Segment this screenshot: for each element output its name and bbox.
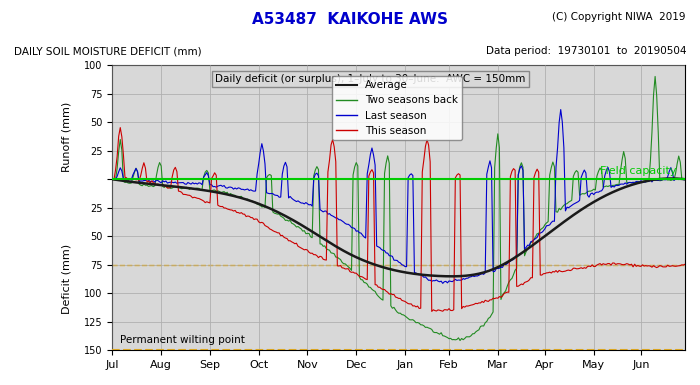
Text: (C) Copyright NIWA  2019: (C) Copyright NIWA 2019	[552, 12, 686, 22]
Text: Daily deficit (or surplus), 1–July to 30–June.  AWC = 150mm: Daily deficit (or surplus), 1–July to 30…	[216, 74, 526, 84]
Text: Deficit (mm): Deficit (mm)	[62, 244, 71, 314]
Text: A53487  KAIKOHE AWS: A53487 KAIKOHE AWS	[252, 12, 448, 27]
Text: Permanent wilting point: Permanent wilting point	[120, 335, 245, 345]
Text: Data period:  19730101  to  20190504: Data period: 19730101 to 20190504	[486, 46, 686, 56]
Text: DAILY SOIL MOISTURE DEFICIT (mm): DAILY SOIL MOISTURE DEFICIT (mm)	[14, 46, 202, 56]
Text: Runoff (mm): Runoff (mm)	[62, 101, 71, 172]
Text: Field capacity: Field capacity	[600, 166, 677, 176]
Legend: Average, Two seasons back, Last season, This season: Average, Two seasons back, Last season, …	[332, 76, 462, 140]
